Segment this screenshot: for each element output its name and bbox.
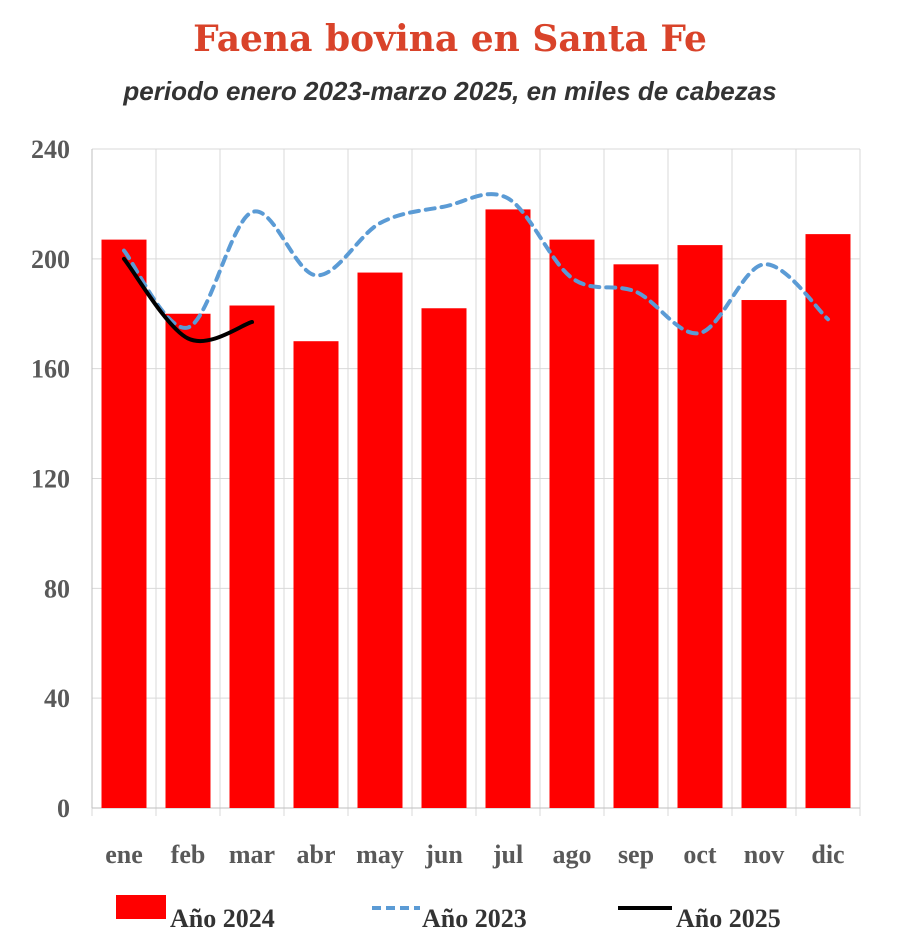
bar-dic xyxy=(805,234,851,808)
legend-label-2025: Año 2025 xyxy=(676,904,781,933)
x-tick-label: mar xyxy=(229,840,275,869)
bar-ago xyxy=(549,239,595,809)
x-tick-label: nov xyxy=(744,840,784,869)
legend-label-2024: Año 2024 xyxy=(170,904,275,933)
y-tick-label: 200 xyxy=(31,245,70,274)
bar-mar xyxy=(229,305,275,808)
x-tick-label: may xyxy=(356,840,404,869)
line-ano-2025 xyxy=(122,256,254,343)
x-tick-label: jun xyxy=(424,840,463,869)
legend-swatch-2024 xyxy=(116,895,166,919)
legend-label-2023: Año 2023 xyxy=(422,904,527,933)
chart-subtitle: periodo enero 2023-marzo 2025, en miles … xyxy=(123,76,777,106)
x-tick-label: abr xyxy=(297,840,336,869)
bar-abr xyxy=(293,341,339,808)
x-tick-label: ago xyxy=(553,840,592,869)
line-ano-2023 xyxy=(122,192,830,336)
y-tick-label: 40 xyxy=(44,684,70,713)
x-tick-label: ene xyxy=(105,840,143,869)
bar-may xyxy=(357,272,403,808)
bar-jul xyxy=(485,209,531,809)
x-tick-label: oct xyxy=(683,840,717,869)
chart-title: Faena bovina en Santa Fe xyxy=(193,18,707,60)
bar-feb xyxy=(165,313,211,808)
bar-sep xyxy=(613,264,659,808)
bar-jun xyxy=(421,308,467,808)
x-tick-label: sep xyxy=(618,840,654,869)
y-tick-label: 120 xyxy=(31,465,70,494)
x-tick-label: dic xyxy=(811,840,844,869)
bar-oct xyxy=(677,245,723,808)
y-tick-label: 160 xyxy=(31,355,70,384)
bar-nov xyxy=(741,300,787,808)
y-tick-label: 240 xyxy=(31,135,70,164)
y-tick-label: 80 xyxy=(44,574,70,603)
x-tick-label: feb xyxy=(171,840,206,869)
bar-ene xyxy=(101,239,147,809)
x-tick-label: jul xyxy=(492,840,523,869)
y-tick-label: 0 xyxy=(57,794,70,823)
